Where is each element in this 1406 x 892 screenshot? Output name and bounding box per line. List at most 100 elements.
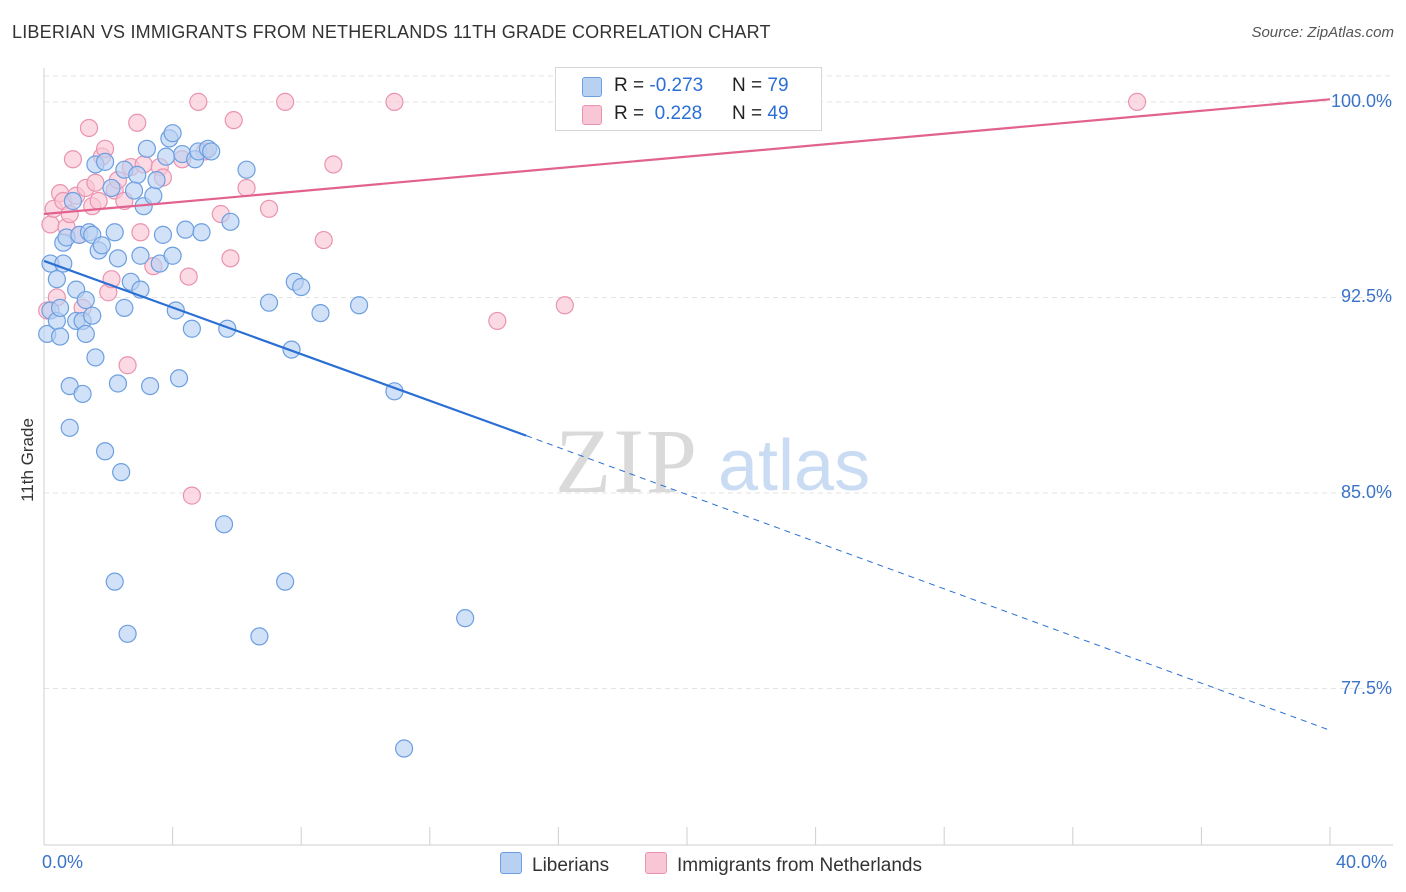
liberian-point [259,293,279,312]
liberian-point [128,165,147,185]
liberian-point [60,418,79,437]
liberian-point [311,303,330,323]
legend-n: N = 49 [732,103,789,125]
liberian-point [112,463,131,482]
liberian-point [163,124,182,143]
netherlands-point [237,178,256,198]
liberian-point [124,181,144,200]
liberian-point [76,290,95,310]
legend-n-label: N = [732,103,768,124]
netherlands-point [79,118,99,138]
legend-r: R = -0.273 [614,75,703,97]
series-liberians-points [38,124,475,758]
netherlands-point [276,92,295,111]
netherlands-point [555,296,574,315]
liberian-point [54,254,73,273]
netherlands-point [118,356,137,375]
liberian-point [144,186,163,205]
netherlands-point [41,215,60,234]
bottom-legend-swatch-pink [645,852,667,874]
legend-n-label: N = [732,75,768,96]
trend-lines [43,98,1331,731]
liberian-point [105,572,124,591]
liberian-point [192,223,211,242]
legend-r-value: 0.228 [649,103,703,124]
netherlands-point [259,199,279,218]
liberian-point [163,246,182,265]
liberian-point [95,442,115,461]
liberian-point [456,609,475,628]
netherlands-point [86,173,105,192]
liberians-trend-extension [526,435,1331,731]
bottom-legend-netherlands[interactable]: Immigrants from Netherlands [645,852,922,877]
liberian-point [108,374,128,393]
liberian-point [153,225,173,244]
liberian-point [50,298,70,317]
netherlands-point [385,92,404,111]
legend-swatch-blue [582,77,602,97]
legend-r-label: R = [614,103,650,124]
netherlands-point [131,223,150,242]
legend-swatch-pink [582,105,602,125]
liberian-point [214,515,234,534]
liberians-trend-line [43,259,527,437]
liberian-point [63,191,83,211]
liberian-point [86,348,105,367]
bottom-legend-swatch-blue [500,852,522,874]
liberian-point [73,384,92,404]
y-tick-label: 85.0% [1340,482,1392,502]
bottom-legend-liberians[interactable]: Liberians [500,852,609,877]
liberian-point [218,319,237,338]
liberian-point [137,139,156,158]
axes [43,68,1393,846]
source-label: Source: ZipAtlas.com [1251,24,1394,41]
series-netherlands-points [38,92,1147,505]
bottom-legend-label: Immigrants from Netherlands [677,855,922,876]
liberian-point [105,223,124,242]
liberian-point [50,327,70,346]
watermark-zip: ZIP [555,410,699,512]
liberian-point [108,249,128,268]
legend-row-netherlands: R = 0.228 N = 49 [556,101,821,127]
liberian-point [115,298,134,317]
liberian-point [349,296,369,315]
netherlands-point [179,267,198,286]
liberian-point [169,369,189,388]
netherlands-point [182,486,201,505]
netherlands-point [314,230,333,250]
netherlands-point [324,155,343,174]
liberian-point [140,377,160,396]
liberian-point [237,160,256,179]
liberian-point [47,270,66,289]
liberian-point [83,306,102,325]
legend-n: N = 79 [732,75,789,97]
y-tick-label: 77.5% [1340,677,1392,698]
liberian-point [147,171,166,190]
netherlands-point [189,92,208,111]
liberian-point [394,739,414,758]
netherlands-point [221,249,240,268]
liberian-point [102,178,121,198]
netherlands-point [128,113,147,132]
liberian-point [131,246,150,265]
netherlands-point [89,191,108,211]
netherlands-point [1127,92,1147,111]
liberian-point [182,319,201,338]
legend-r-label: R = [614,75,650,96]
legend-n-value: 49 [767,103,789,124]
liberian-point [176,220,195,239]
bottom-legend: Liberians Immigrants from Netherlands [0,852,1406,878]
watermark-atlas: atlas [718,426,870,506]
x-tick-label-min: 0.0% [42,852,84,872]
chart-title: LIBERIAN VS IMMIGRANTS FROM NETHERLANDS … [12,22,771,42]
netherlands-point [63,150,83,169]
liberian-point [92,236,111,255]
bottom-legend-label: Liberians [532,855,610,876]
legend-n-value: 79 [767,75,789,96]
y-tick-label: 100.0% [1330,90,1392,111]
liberian-point [118,624,137,643]
legend-r: R = 0.228 [614,103,702,125]
liberian-point [250,627,269,646]
liberian-point [157,147,176,166]
